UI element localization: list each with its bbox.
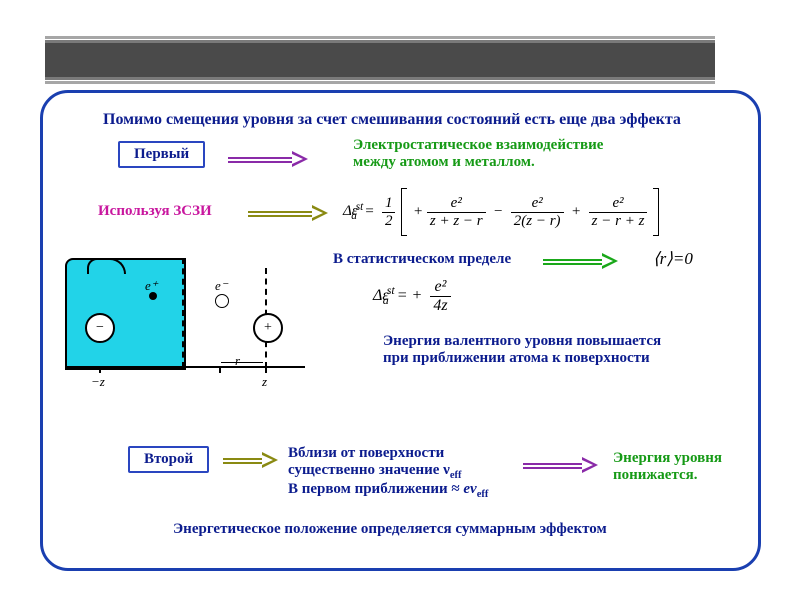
tick-z (265, 366, 267, 373)
bracket-left (401, 188, 407, 236)
bracket-right (653, 188, 659, 236)
f1-half: 1 2 (382, 195, 396, 230)
arrow-second (223, 452, 278, 468)
near-surface-text: Вблизи от поверхности существенно значен… (288, 445, 488, 500)
energy-lowers: Энергия уровня понижается. (613, 450, 722, 484)
stat-limit-text: В статистическом пределе (333, 251, 511, 268)
electron-label: e⁻ (215, 278, 228, 294)
metal-region (65, 258, 186, 370)
label-negz: −z (91, 374, 105, 390)
line2: между атомом и металлом. (353, 154, 535, 170)
formula-2: Δεsta = + e² 4z (373, 278, 451, 315)
image-ion: − (85, 313, 115, 343)
z-axis (65, 366, 305, 368)
header-bar (45, 30, 715, 85)
r-span (221, 362, 263, 363)
second-badge: Второй (128, 446, 209, 473)
summary-text: Энергетическое положение определяется су… (173, 521, 607, 538)
arrow-zszi (248, 205, 328, 221)
f2-lhs: Δεsta (373, 287, 393, 304)
arrow-first (228, 151, 308, 167)
formula-1: Δεsta = 1 2 + e² z + z − r − e² 2(z − r)… (343, 188, 661, 236)
f1-lhs: Δεsta (343, 203, 361, 219)
tick-r (219, 366, 221, 373)
f1-term1: e² z + z − r (427, 195, 486, 230)
f2-term: e² 4z (430, 278, 450, 315)
r-equals-zero: ⟨r⟩=0 (653, 249, 693, 269)
label-z: z (262, 374, 267, 390)
f1-term3: e² z − r + z (589, 195, 648, 230)
line1: Электростатическое взаимодействие (353, 137, 603, 153)
first-badge: Первый (118, 141, 205, 168)
electrostatic-text: Электростатическое взаимодействие между … (353, 137, 603, 171)
intro-text: Помимо смещения уровня за счет смешивани… (103, 111, 738, 129)
dot-eminus (215, 294, 229, 308)
label-r: r (235, 353, 240, 369)
tick-negz (99, 366, 101, 373)
ion: + (253, 313, 283, 343)
charge-diagram: e⁺ e⁻ − + −z z r (65, 258, 305, 393)
energy-valent: Энергия валентного уровня повышается при… (383, 333, 661, 367)
surface-line (182, 258, 184, 368)
f1-term2: e² 2(z − r) (511, 195, 564, 230)
using-zszi: Используя ЗСЗИ (98, 203, 212, 220)
arrow-stat (543, 253, 618, 269)
content-frame: Помимо смещения уровня за счет смешивани… (40, 90, 761, 571)
arrow-second-2 (523, 457, 598, 473)
dot-eplus (149, 292, 157, 300)
